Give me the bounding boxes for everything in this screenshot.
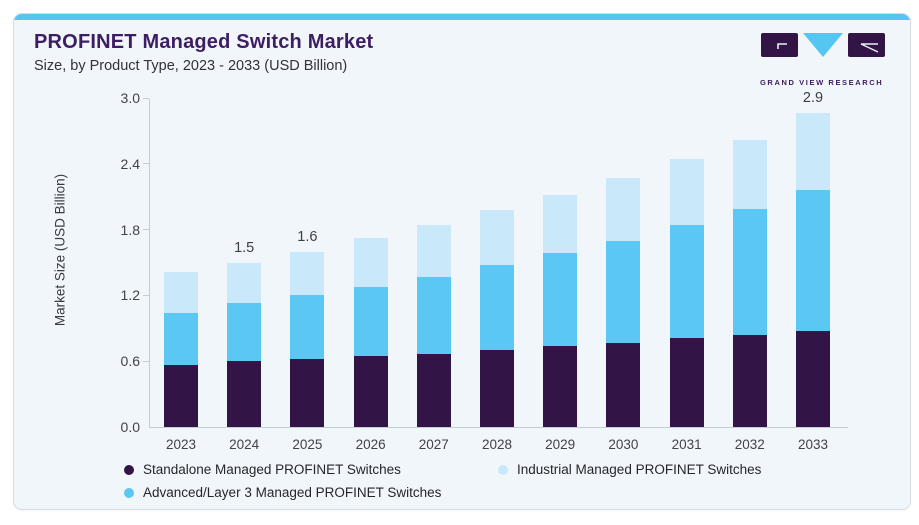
x-tick-label: 2032 xyxy=(734,437,765,452)
x-tick-label: 2030 xyxy=(608,437,639,452)
bar-segment xyxy=(164,364,198,427)
grand-view-research-logo: GRAND VIEW RESEARCH xyxy=(760,32,888,87)
stacked-bar-2023 xyxy=(164,272,198,427)
stacked-bar-2032 xyxy=(732,139,767,427)
y-tick-label: 1.2 xyxy=(120,287,140,304)
chart-header: PROFINET Managed Switch Market Size, by … xyxy=(34,31,373,74)
gvr-logo-icon xyxy=(761,33,885,57)
bar-segment xyxy=(416,353,451,427)
bar-segment xyxy=(227,262,262,304)
bar-segment xyxy=(796,190,830,331)
bar-segment xyxy=(732,334,767,427)
y-axis-tick xyxy=(143,360,149,362)
bar-segment xyxy=(669,225,704,339)
bar-segment xyxy=(543,252,578,346)
y-axis-tick xyxy=(143,294,149,296)
bar-segment xyxy=(164,312,198,365)
x-tick-label: 2024 xyxy=(229,437,260,452)
stacked-bar-2025 xyxy=(290,251,325,427)
stacked-bar-2026 xyxy=(353,238,388,427)
bar-segment xyxy=(606,178,641,241)
x-tick-label: 2029 xyxy=(545,437,576,452)
bar-value-label: 2.9 xyxy=(802,90,824,107)
legend-label: Standalone Managed PROFINET Switches xyxy=(143,462,401,477)
page-subtitle: Size, by Product Type, 2023 - 2033 (USD … xyxy=(34,58,348,74)
bar-segment xyxy=(416,225,451,277)
bar-segment xyxy=(543,194,578,253)
legend-item-standalone: Standalone Managed PROFINET Switches xyxy=(124,462,401,477)
bar-segment xyxy=(164,272,198,313)
y-axis-tick xyxy=(143,229,149,231)
stacked-bar-2033 xyxy=(796,113,830,427)
x-tick-label: 2023 xyxy=(165,437,197,452)
stacked-bar-2031 xyxy=(669,159,704,427)
bar-segment xyxy=(290,251,325,296)
legend-label: Advanced/Layer 3 Managed PROFINET Switch… xyxy=(143,485,442,500)
bar-segment xyxy=(732,208,767,335)
bar-segment xyxy=(606,240,641,343)
stacked-bar-2024 xyxy=(227,262,262,427)
bar-segment xyxy=(227,303,262,362)
bar-segment xyxy=(480,209,514,265)
legend-swatch-industrial-icon xyxy=(498,464,508,475)
bar-segment xyxy=(543,345,578,427)
y-tick-label: 1.8 xyxy=(120,221,140,238)
x-tick-label: 2033 xyxy=(797,437,829,452)
y-tick-label: 0.6 xyxy=(120,353,140,370)
accent-strip xyxy=(14,14,910,20)
y-tick-label: 0.0 xyxy=(120,419,140,435)
x-tick-label: 2025 xyxy=(292,437,323,452)
bar-segment xyxy=(480,350,514,427)
bar-segment xyxy=(353,238,388,287)
bar-value-label: 1.6 xyxy=(297,228,318,245)
bar-segment xyxy=(796,113,830,191)
y-axis-tick xyxy=(143,97,149,99)
bar-segment xyxy=(416,276,451,354)
legend-item-industrial: Industrial Managed PROFINET Switches xyxy=(498,462,761,477)
bar-value-label: 1.5 xyxy=(234,239,255,256)
bar-segment xyxy=(480,264,514,351)
bar-segment xyxy=(669,159,704,226)
bar-segment xyxy=(732,139,767,209)
y-tick-label: 3.0 xyxy=(120,90,140,106)
y-tick-label: 2.4 xyxy=(120,155,140,172)
gvr-logo-text: GRAND VIEW RESEARCH xyxy=(760,78,884,87)
legend-label: Industrial Managed PROFINET Switches xyxy=(517,462,762,477)
bar-segment xyxy=(669,338,704,427)
bar-segment xyxy=(796,330,830,427)
bar-segment xyxy=(606,342,641,427)
page-title: PROFINET Managed Switch Market xyxy=(34,31,374,53)
plot-area: 0.0 0.6 1.2 1.8 2.4 3.0 2023 2024 1.5 2025 1.6 2026… xyxy=(121,90,848,452)
chart-card: PROFINET Managed Switch Market Size, by … xyxy=(13,13,911,510)
gvr-v-triangle-icon xyxy=(803,33,843,57)
legend-swatch-standalone-icon xyxy=(124,464,134,475)
stacked-bar-2028 xyxy=(480,209,514,427)
x-tick-label: 2031 xyxy=(671,437,702,452)
stacked-bar-2029 xyxy=(543,194,578,427)
bar-segment xyxy=(290,295,325,360)
x-tick-label: 2027 xyxy=(418,437,449,452)
stacked-bar-2027 xyxy=(416,225,451,427)
y-axis-tick xyxy=(143,163,149,165)
stacked-bar-2030 xyxy=(606,178,641,427)
bar-segment xyxy=(290,359,325,427)
x-tick-label: 2026 xyxy=(355,437,386,452)
legend-swatch-advanced-icon xyxy=(124,487,134,498)
bar-segment xyxy=(353,355,388,427)
bar-segment xyxy=(227,361,262,427)
legend-item-advanced: Advanced/Layer 3 Managed PROFINET Switch… xyxy=(124,485,441,500)
bar-segment xyxy=(353,286,388,356)
x-tick-label: 2028 xyxy=(481,437,513,452)
